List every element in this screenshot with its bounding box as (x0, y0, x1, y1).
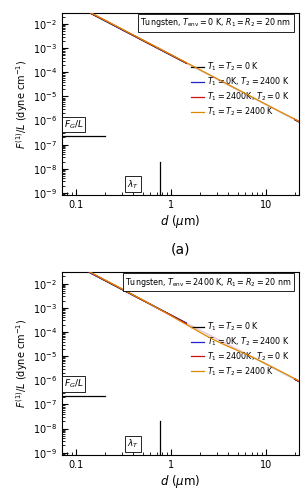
Y-axis label: $F^{(1)}/L$ (dyne cm$^{-1}$): $F^{(1)}/L$ (dyne cm$^{-1}$) (14, 319, 30, 408)
Text: (a): (a) (170, 243, 190, 257)
X-axis label: $d$ ($\mu$m): $d$ ($\mu$m) (160, 472, 200, 490)
Text: $F_G/L$: $F_G/L$ (64, 118, 84, 131)
Text: Tungsten, $T_{\mathrm{env}} = 0$ K, $R_1 = R_2 = 20$ nm: Tungsten, $T_{\mathrm{env}} = 0$ K, $R_1… (140, 16, 292, 29)
Legend: $T_1 = T_2 = 0$ K, $T_1 = 0$K, $T_2 = 2400$ K, $T_1 = 2400$K, $T_2 = 0$ K, $T_1 : $T_1 = T_2 = 0$ K, $T_1 = 0$K, $T_2 = 24… (187, 57, 294, 122)
Text: $F_G/L$: $F_G/L$ (64, 378, 84, 390)
Text: $\lambda_T$: $\lambda_T$ (127, 438, 139, 450)
Text: $\lambda_T$: $\lambda_T$ (127, 178, 139, 190)
Legend: $T_1 = T_2 = 0$ K, $T_1 = 0$K, $T_2 = 2400$ K, $T_1 = 2400$K, $T_2 = 0$ K, $T_1 : $T_1 = T_2 = 0$ K, $T_1 = 0$K, $T_2 = 24… (187, 316, 294, 382)
X-axis label: $d$ ($\mu$m): $d$ ($\mu$m) (160, 213, 200, 230)
Text: Tungsten, $T_{\mathrm{env}} = 2400$ K, $R_1 = R_2 = 20$ nm: Tungsten, $T_{\mathrm{env}} = 2400$ K, $… (125, 276, 292, 289)
Y-axis label: $F^{(1)}/L$ (dyne cm$^{-1}$): $F^{(1)}/L$ (dyne cm$^{-1}$) (14, 59, 30, 148)
